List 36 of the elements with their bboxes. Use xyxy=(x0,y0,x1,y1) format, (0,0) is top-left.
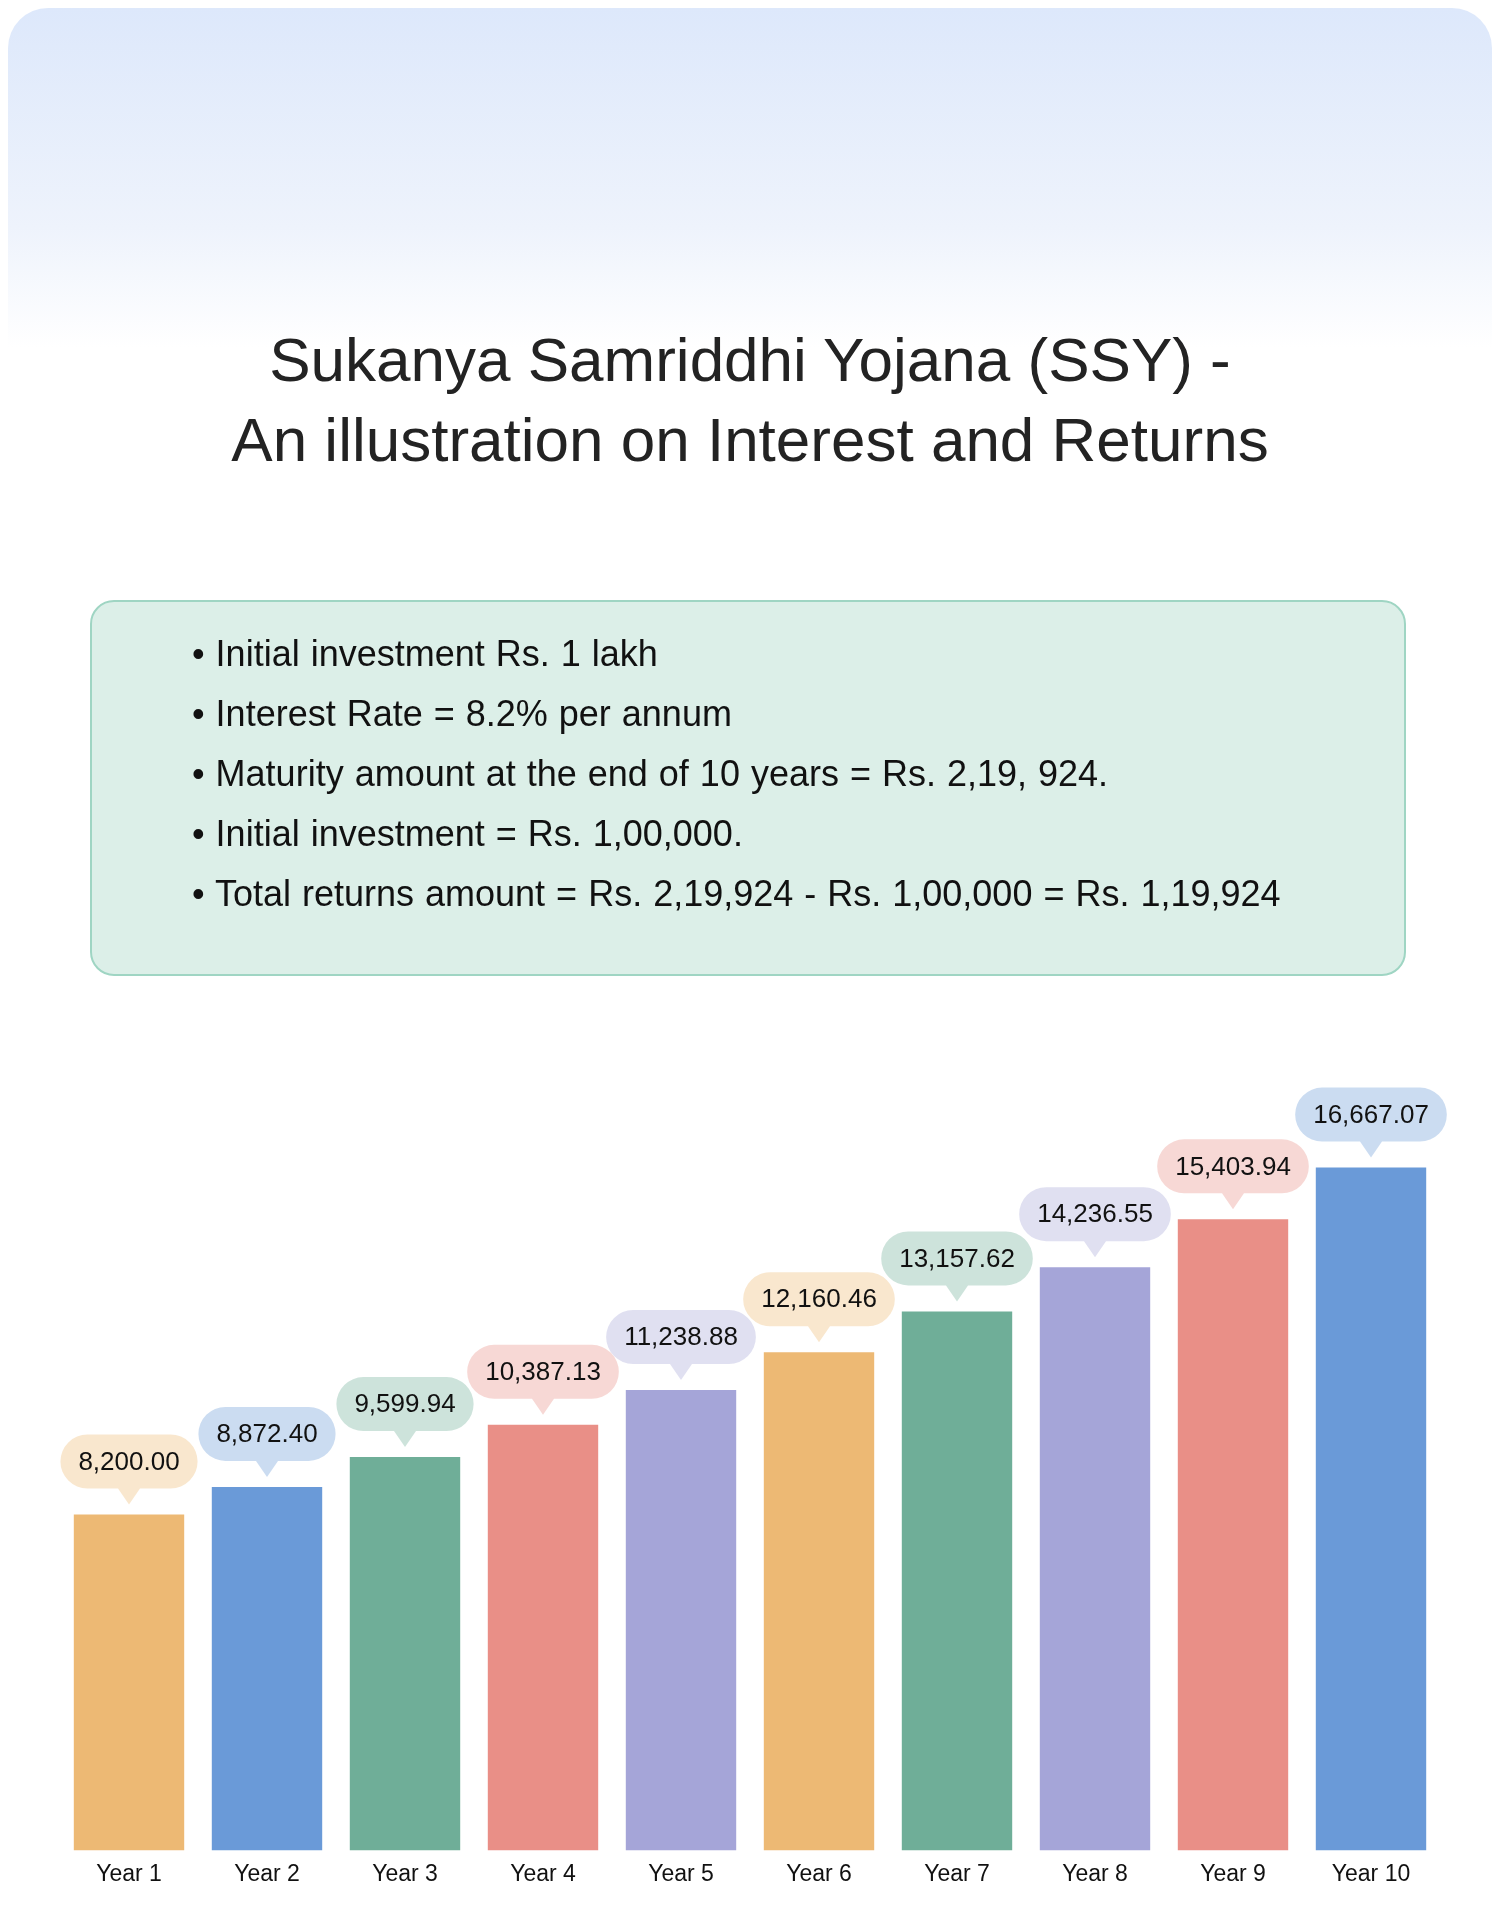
data-label: 8,200.00 xyxy=(78,1445,180,1476)
bar xyxy=(1177,1219,1289,1851)
data-label: 8,872.40 xyxy=(216,1418,318,1449)
text: • Total returns amount = Rs. 2,19,924 - Rs. 1,00,000 = Rs. 1,19,924 xyxy=(192,872,1282,916)
x-tick-label: Year 6 xyxy=(786,1859,852,1886)
data-label: 11,238.88 xyxy=(624,1321,738,1352)
x-tick-label: Year 9 xyxy=(1200,1859,1266,1886)
bar xyxy=(487,1424,599,1851)
x-tick-label: Year 1 xyxy=(96,1859,162,1886)
data-label: 14,236.55 xyxy=(1037,1198,1153,1229)
data-label: 12,160.46 xyxy=(761,1283,877,1314)
x-tick-label: Year 5 xyxy=(648,1859,714,1886)
bar xyxy=(763,1352,875,1851)
bar xyxy=(1039,1267,1151,1851)
text: • Initial investment = Rs. 1,00,000. xyxy=(192,812,744,856)
data-label: 9,599.94 xyxy=(354,1388,456,1419)
bar xyxy=(1315,1167,1427,1851)
text: • Maturity amount at the end of 10 years = Rs. 2,19, 924. xyxy=(192,752,1110,796)
text: • Interest Rate = 8.2% per annum xyxy=(192,692,733,736)
data-label: 16,667.07 xyxy=(1313,1098,1429,1129)
bar xyxy=(349,1457,461,1851)
bar xyxy=(901,1311,1013,1851)
data-label: 15,403.94 xyxy=(1175,1150,1291,1181)
x-tick-label: Year 10 xyxy=(1331,1859,1411,1886)
bar xyxy=(625,1389,737,1851)
text: • Initial investment Rs. 1 lakh xyxy=(192,632,659,676)
x-tick-label: Year 3 xyxy=(372,1859,438,1886)
x-tick-label: Year 2 xyxy=(234,1859,300,1886)
data-label: 10,387.13 xyxy=(485,1356,601,1387)
x-tick-label: Year 7 xyxy=(924,1859,990,1886)
chart-title: Sukanya Samriddhi Yojana (SSY) - An illustration on Interest and Returns xyxy=(230,324,1270,476)
bar xyxy=(211,1486,323,1851)
bar xyxy=(73,1514,185,1851)
x-tick-label: Year 4 xyxy=(510,1859,577,1886)
data-label: 13,157.62 xyxy=(899,1242,1015,1273)
x-tick-label: Year 8 xyxy=(1062,1859,1128,1886)
